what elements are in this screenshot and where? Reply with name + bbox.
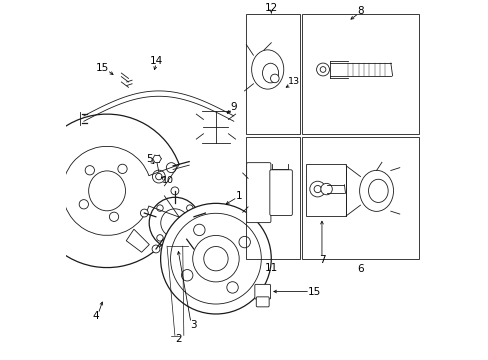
Circle shape xyxy=(239,237,250,248)
Polygon shape xyxy=(126,229,149,252)
Bar xyxy=(246,14,299,134)
Ellipse shape xyxy=(251,50,283,89)
Circle shape xyxy=(181,270,192,281)
Circle shape xyxy=(170,213,261,304)
Circle shape xyxy=(157,205,163,211)
Text: 3: 3 xyxy=(190,320,196,330)
Circle shape xyxy=(193,224,204,236)
Circle shape xyxy=(152,170,165,183)
Text: 1: 1 xyxy=(235,191,242,201)
Circle shape xyxy=(155,174,162,180)
Circle shape xyxy=(203,247,227,271)
Text: 15: 15 xyxy=(96,63,109,73)
Text: 7: 7 xyxy=(318,256,325,265)
Circle shape xyxy=(166,163,176,173)
Ellipse shape xyxy=(262,63,278,83)
FancyBboxPatch shape xyxy=(246,163,270,222)
Bar xyxy=(246,137,299,259)
Text: 8: 8 xyxy=(356,6,363,16)
Circle shape xyxy=(309,181,325,197)
Text: 2: 2 xyxy=(175,334,182,344)
Circle shape xyxy=(316,63,329,76)
Circle shape xyxy=(149,197,200,249)
Circle shape xyxy=(201,209,209,217)
Circle shape xyxy=(140,209,148,217)
Text: 14: 14 xyxy=(149,55,163,66)
Text: 11: 11 xyxy=(264,262,277,273)
Text: 12: 12 xyxy=(264,3,277,13)
Circle shape xyxy=(270,74,279,83)
Ellipse shape xyxy=(359,170,393,211)
Text: 13: 13 xyxy=(287,77,299,86)
Bar xyxy=(301,137,419,259)
FancyBboxPatch shape xyxy=(269,170,292,216)
Text: 10: 10 xyxy=(162,176,173,185)
Circle shape xyxy=(192,235,239,282)
Circle shape xyxy=(226,282,238,293)
Circle shape xyxy=(189,245,197,253)
Circle shape xyxy=(186,205,193,211)
Circle shape xyxy=(160,203,271,314)
Text: 9: 9 xyxy=(230,102,237,112)
Circle shape xyxy=(79,200,88,209)
Circle shape xyxy=(171,187,179,195)
Circle shape xyxy=(152,245,160,253)
Circle shape xyxy=(313,185,321,193)
Circle shape xyxy=(85,166,94,175)
Circle shape xyxy=(157,235,163,241)
Circle shape xyxy=(320,183,332,195)
Circle shape xyxy=(320,67,325,72)
Text: 4: 4 xyxy=(92,311,99,321)
FancyBboxPatch shape xyxy=(254,284,270,299)
Text: 15: 15 xyxy=(307,287,320,297)
Text: 6: 6 xyxy=(356,264,363,274)
Text: 5: 5 xyxy=(145,154,152,164)
FancyBboxPatch shape xyxy=(256,297,268,307)
Bar xyxy=(301,14,419,134)
Circle shape xyxy=(109,212,119,221)
Bar xyxy=(305,164,346,216)
Ellipse shape xyxy=(368,179,387,202)
Circle shape xyxy=(118,164,127,174)
Circle shape xyxy=(186,235,193,241)
Circle shape xyxy=(161,209,189,237)
Ellipse shape xyxy=(88,171,125,211)
